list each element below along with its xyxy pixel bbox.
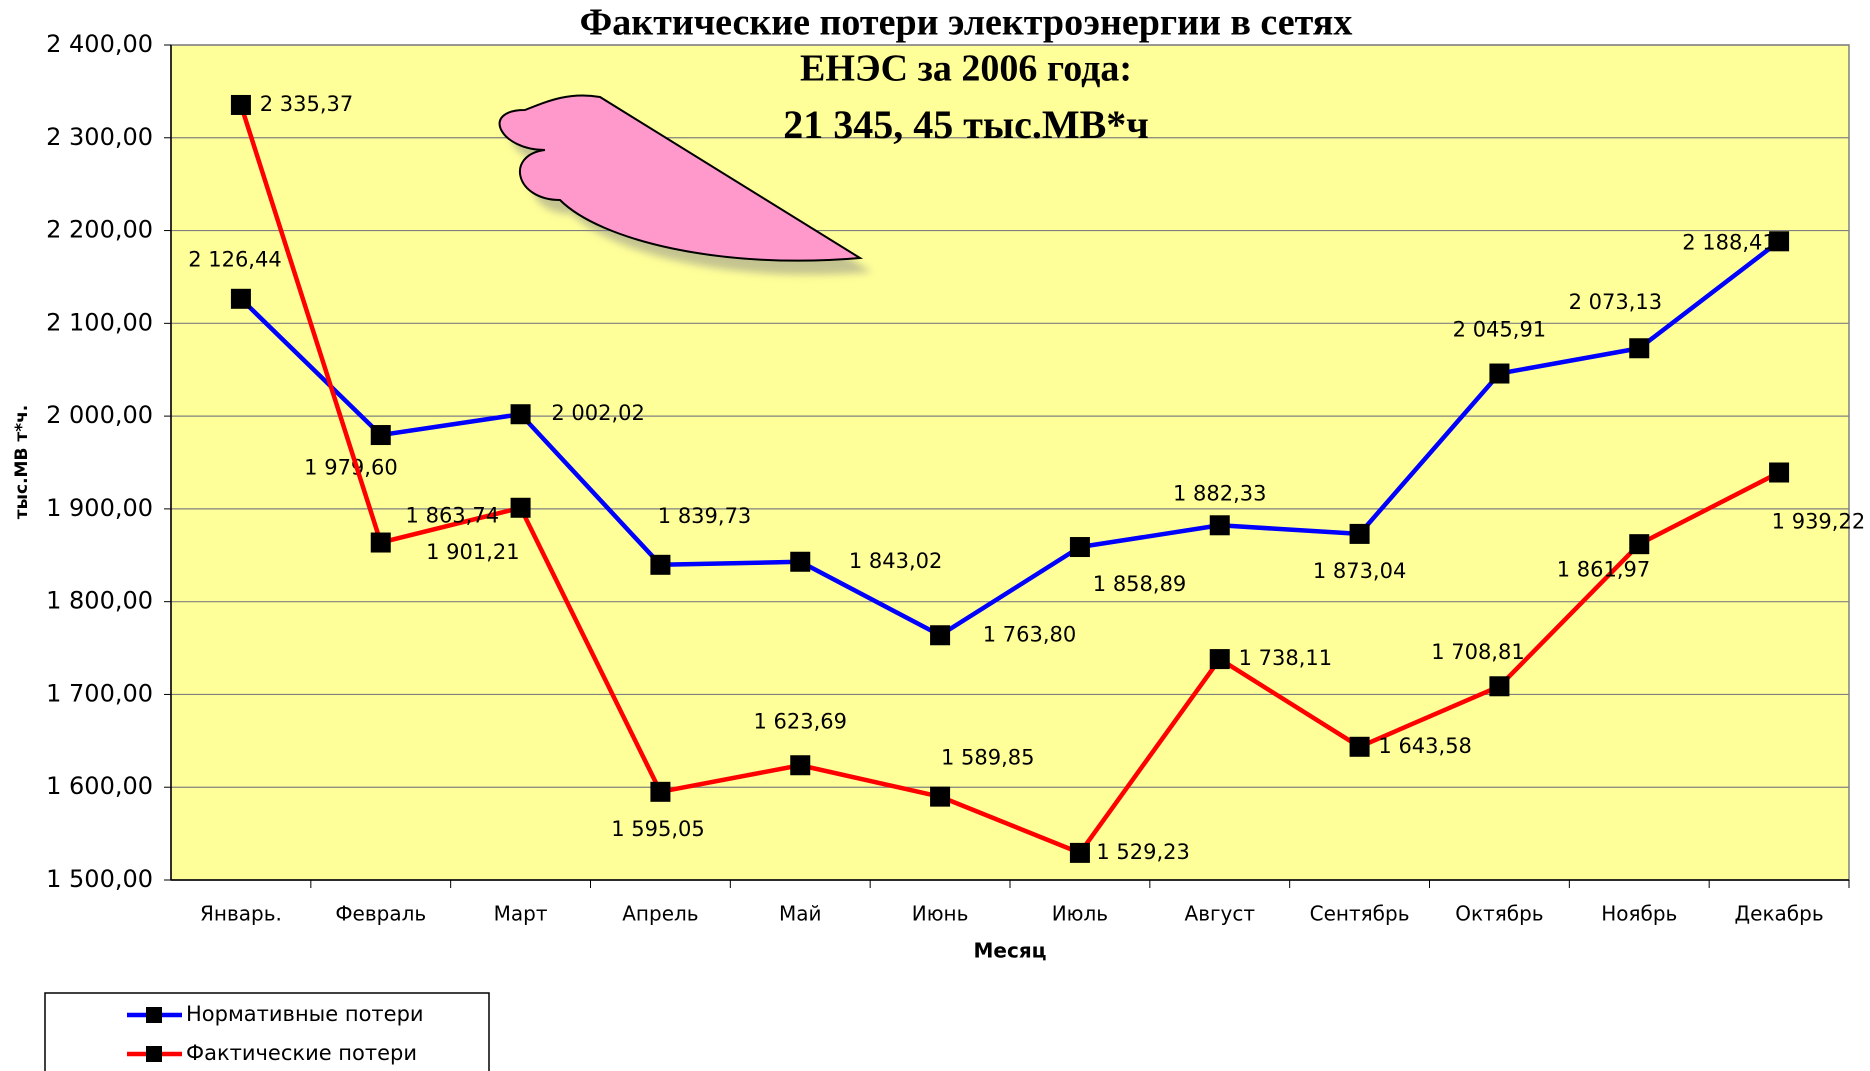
y-tick-label: 1 500,00 — [46, 865, 153, 893]
data-label: 2 188,41 — [1682, 231, 1776, 255]
plot-area — [170, 44, 1850, 881]
x-tick-label: Июнь — [912, 902, 969, 926]
data-point — [930, 786, 951, 807]
data-point — [1769, 462, 1790, 483]
data-label: 1 843,02 — [849, 549, 943, 573]
data-point — [790, 551, 811, 572]
x-tick-label: Декабрь — [1735, 902, 1824, 926]
data-point — [510, 404, 531, 425]
y-tick-label: 2 200,00 — [46, 216, 153, 244]
data-point — [1069, 842, 1090, 863]
data-point — [1769, 231, 1790, 252]
data-point — [1349, 523, 1370, 544]
data-label: 1 708,81 — [1431, 640, 1525, 664]
y-tick-label: 1 600,00 — [46, 772, 153, 800]
data-label: 1 738,11 — [1239, 646, 1333, 670]
data-label: 1 873,04 — [1313, 559, 1407, 583]
data-point — [370, 425, 391, 446]
data-label: 1 901,21 — [426, 540, 520, 564]
data-point — [930, 625, 951, 646]
y-tick-label: 2 100,00 — [46, 308, 153, 336]
data-point — [790, 755, 811, 776]
x-tick-label: Август — [1185, 902, 1256, 926]
x-tick-label: Ноябрь — [1601, 902, 1677, 926]
data-label: 2 002,02 — [551, 401, 645, 425]
y-tick-label: 2 300,00 — [46, 123, 153, 151]
legend-marker — [146, 1046, 162, 1062]
series-line — [239, 239, 1781, 638]
x-axis-title: Месяц — [974, 939, 1047, 963]
data-point — [230, 288, 251, 309]
data-point — [1629, 534, 1650, 555]
data-point — [650, 554, 671, 575]
chart-title: Фактические потери электроэнергии в сетя… — [580, 2, 1353, 44]
data-point — [1349, 736, 1370, 757]
chart-title: ЕНЭС за 2006 года: — [800, 48, 1132, 90]
x-tick-label: Апрель — [622, 902, 698, 926]
data-label: 1 839,73 — [658, 504, 752, 528]
data-label: 1 863,74 — [406, 503, 500, 527]
data-label: 1 763,80 — [983, 622, 1077, 646]
x-tick-label: Март — [494, 902, 548, 926]
y-tick-label: 1 800,00 — [46, 587, 153, 615]
data-label: 1 589,85 — [941, 745, 1035, 769]
chart-title: 21 345, 45 тыс.МВ*ч — [783, 102, 1149, 147]
data-label: 1 979,60 — [304, 455, 398, 479]
data-label: 1 595,05 — [611, 817, 705, 841]
data-point — [1209, 515, 1230, 536]
y-tick-label: 2 000,00 — [46, 401, 153, 429]
data-label: 1 939,22 — [1772, 510, 1866, 534]
data-point — [230, 94, 251, 115]
data-point — [1069, 537, 1090, 558]
data-point — [1489, 676, 1510, 697]
data-point — [1209, 649, 1230, 670]
data-label: 1 858,89 — [1093, 572, 1187, 596]
y-tick-label: 1 700,00 — [46, 679, 153, 707]
x-tick-label: Май — [779, 902, 822, 926]
x-tick-label: Январь. — [200, 902, 282, 926]
series-line — [238, 104, 1781, 856]
data-label: 2 045,91 — [1453, 318, 1547, 342]
legend-label: Нормативные потери — [186, 1002, 424, 1026]
x-tick-label: Сентябрь — [1310, 902, 1410, 926]
data-point — [370, 532, 391, 553]
data-label: 1 861,97 — [1557, 557, 1651, 581]
y-axis-title: тыс.МВ т*ч. — [12, 405, 32, 519]
data-point — [650, 781, 671, 802]
x-tick-label: Июль — [1052, 902, 1108, 926]
data-point — [1489, 363, 1510, 384]
data-label: 2 126,44 — [188, 248, 282, 272]
data-label: 1 623,69 — [753, 709, 847, 733]
x-tick-label: Февраль — [335, 902, 426, 926]
y-tick-label: 1 900,00 — [46, 494, 153, 522]
data-point — [510, 497, 531, 518]
data-label: 1 882,33 — [1173, 481, 1267, 505]
data-point — [1629, 338, 1650, 359]
data-label: 1 643,58 — [1378, 734, 1472, 758]
legend-marker — [146, 1007, 162, 1023]
y-tick-label: 2 400,00 — [46, 30, 153, 58]
legend-box — [44, 992, 490, 1071]
x-tick-label: Октябрь — [1455, 902, 1543, 926]
data-label: 1 529,23 — [1096, 840, 1190, 864]
legend-label: Фактические потери — [186, 1041, 417, 1065]
data-label: 2 073,13 — [1569, 290, 1663, 314]
data-label: 2 335,37 — [260, 92, 354, 116]
callout-shape — [498, 94, 872, 275]
